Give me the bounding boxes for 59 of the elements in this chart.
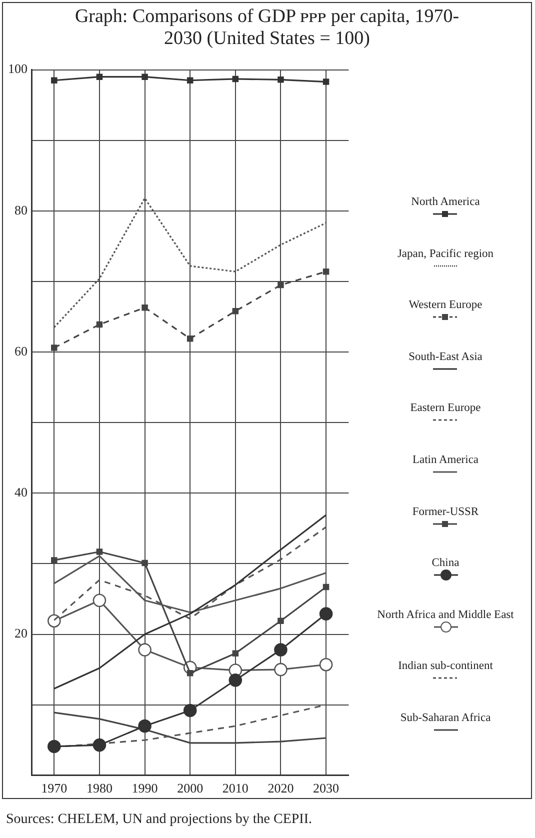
text: Latin America bbox=[412, 454, 479, 466]
point bbox=[278, 282, 284, 288]
y-tick-label: 40 bbox=[14, 484, 28, 500]
point bbox=[319, 607, 333, 620]
point bbox=[96, 548, 103, 555]
point bbox=[278, 618, 284, 624]
source-note: Sources: CHELEM, UN and projections by the CEPII. bbox=[6, 812, 312, 828]
text: Former-USSR bbox=[412, 506, 479, 518]
point bbox=[96, 74, 103, 80]
point bbox=[322, 584, 330, 590]
point bbox=[232, 308, 239, 314]
text: Sub-Saharan Africa bbox=[400, 712, 491, 724]
point bbox=[138, 719, 152, 733]
point bbox=[278, 76, 284, 83]
x-tick-label: 2020 bbox=[268, 780, 294, 796]
x-tick-label: 2030 bbox=[313, 780, 340, 796]
point bbox=[183, 704, 197, 718]
x-tick-label: 2010 bbox=[222, 780, 248, 796]
line-series bbox=[53, 197, 327, 328]
y-tick-label: 100 bbox=[8, 61, 28, 76]
point bbox=[232, 650, 239, 656]
point bbox=[92, 738, 106, 752]
chart-title: Graph: Comparisons of GDP ᴘᴘᴘ per capita, 1970-2030 (United States = 100) bbox=[74, 6, 460, 50]
point bbox=[142, 74, 148, 80]
point bbox=[322, 268, 330, 275]
point bbox=[232, 76, 239, 82]
point bbox=[319, 658, 333, 672]
point bbox=[274, 662, 288, 676]
point bbox=[48, 614, 61, 628]
point bbox=[96, 321, 103, 328]
x-tick-label: 1990 bbox=[132, 780, 158, 796]
text: Indian sub-continent bbox=[398, 660, 493, 672]
point bbox=[48, 740, 61, 754]
point bbox=[186, 336, 194, 342]
x-tick-label: 2000 bbox=[177, 780, 204, 796]
x-tick-label: 1980 bbox=[86, 780, 112, 796]
point bbox=[274, 643, 288, 656]
y-tick-label: 20 bbox=[14, 626, 28, 641]
y-tick-label: 80 bbox=[14, 202, 28, 218]
point bbox=[92, 594, 106, 608]
point bbox=[51, 557, 58, 564]
text: South-East Asia bbox=[408, 350, 482, 363]
text: Eastern Europe bbox=[410, 402, 481, 414]
point bbox=[138, 643, 152, 656]
text: Western Europe bbox=[408, 299, 482, 312]
point bbox=[51, 77, 58, 84]
text: North America bbox=[411, 196, 480, 208]
point bbox=[186, 77, 194, 84]
point bbox=[186, 670, 194, 676]
point bbox=[142, 560, 148, 566]
text: China bbox=[432, 557, 460, 570]
point bbox=[142, 304, 148, 311]
text: Japan, Pacific region bbox=[397, 248, 494, 260]
x-tick-label: 1970 bbox=[41, 780, 68, 796]
point bbox=[322, 78, 330, 85]
text: North Africa and Middle East bbox=[377, 608, 514, 621]
y-tick-label: 60 bbox=[14, 343, 28, 358]
point bbox=[51, 344, 58, 351]
point bbox=[228, 673, 242, 687]
